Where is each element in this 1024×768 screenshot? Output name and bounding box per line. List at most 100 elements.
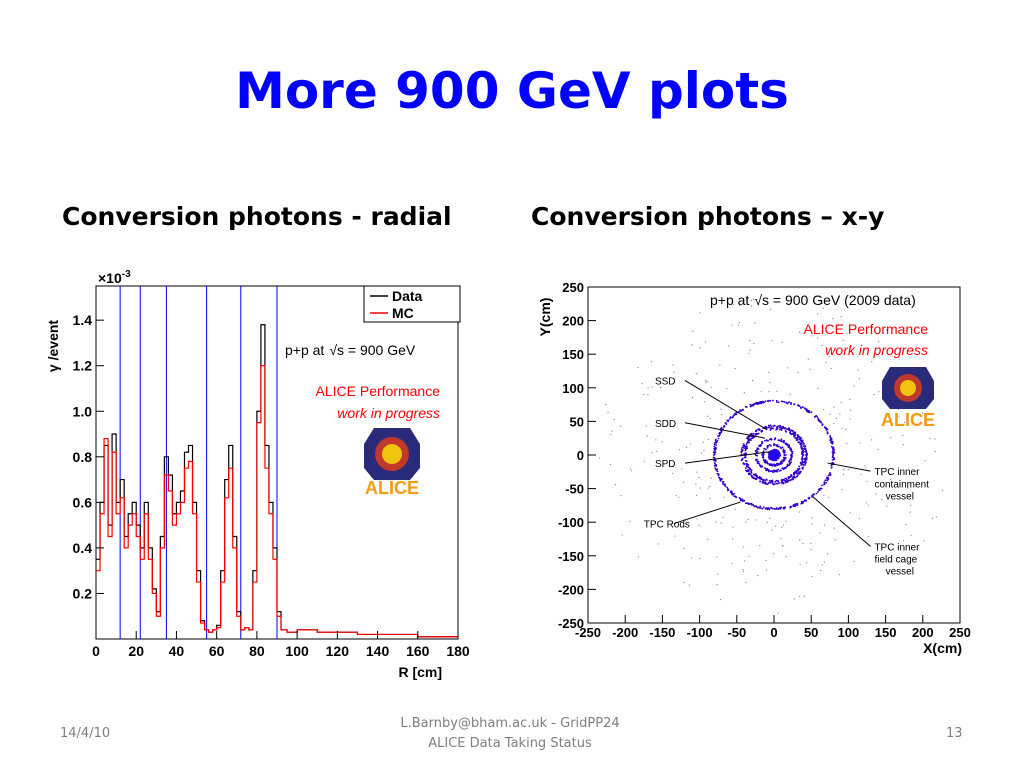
scatter-point (778, 439, 780, 442)
scatter-point (834, 539, 836, 541)
scatter-point (865, 502, 867, 504)
scatter-point (723, 496, 725, 498)
scatter-point (637, 556, 639, 558)
scatter-point (841, 427, 843, 429)
scatter-point (707, 415, 709, 417)
x-tick-label: 160 (406, 643, 430, 659)
x-tick-label: -250 (575, 625, 601, 640)
scatter-point (716, 556, 718, 558)
scatter-point (745, 443, 748, 446)
scatter-point (934, 438, 936, 440)
scatter-point (746, 463, 749, 465)
scatter-point (705, 381, 707, 383)
scatter-point (766, 508, 769, 511)
scatter-point (859, 442, 861, 444)
scatter-point (932, 517, 934, 519)
scatter-point (716, 468, 719, 471)
scatter-point (724, 483, 727, 486)
scatter-point (782, 448, 785, 451)
scatter-point (808, 497, 810, 500)
scatter-point (875, 493, 877, 495)
x-tick-label: 100 (838, 625, 860, 640)
scatter-point (799, 442, 802, 445)
scatter-point (784, 442, 787, 445)
scatter-point (769, 482, 772, 484)
x-tick-label: 40 (169, 643, 185, 659)
slide-title: More 900 GeV plots (235, 62, 789, 120)
scatter-point (761, 456, 764, 459)
scatter-point (885, 329, 888, 331)
scatter-point (766, 483, 769, 486)
scatter-point (685, 447, 688, 449)
scatter-point (767, 469, 770, 471)
scatter-point (798, 465, 800, 468)
scatter-point (778, 507, 781, 510)
scatter-point (772, 553, 774, 555)
scatter-point (781, 426, 784, 429)
scatter-point (771, 529, 773, 531)
scatter-point (704, 341, 707, 343)
scatter-point (749, 403, 752, 406)
scatter-point (773, 438, 776, 441)
scatter-point (833, 448, 836, 451)
scatter-point (757, 402, 760, 404)
scatter-point (787, 446, 790, 448)
scatter-point (761, 465, 764, 468)
scatter-point (682, 481, 685, 483)
y-multiplier: ×10-3 (98, 269, 131, 286)
scatter-point (816, 416, 819, 418)
scatter-point (829, 474, 832, 477)
scatter-point (857, 369, 859, 371)
right-heading: Conversion photons – x-y (531, 202, 885, 231)
scatter-point (797, 468, 800, 470)
scatter-point (802, 442, 804, 444)
scatter-point (835, 417, 837, 419)
scatter-point (833, 527, 836, 529)
scatter-point (830, 440, 833, 443)
scatter-point (770, 437, 772, 440)
scatter-point (645, 425, 647, 427)
scatter-point (607, 411, 609, 414)
scatter-point (734, 367, 736, 370)
scatter-point (802, 454, 804, 456)
scatter-point (721, 481, 724, 484)
scatter-point (778, 455, 781, 458)
scatter-point (829, 436, 832, 439)
scatter-point (769, 507, 772, 509)
scatter-point (798, 511, 801, 513)
scatter-point (840, 316, 842, 318)
scatter-point (793, 403, 795, 406)
scatter-point (780, 428, 783, 430)
scatter-point (793, 435, 795, 438)
x-tick-label: 60 (209, 643, 225, 659)
scatter-point (853, 560, 855, 562)
scatter-point (713, 456, 716, 459)
scatter-point (761, 507, 764, 510)
scatter-point (729, 416, 732, 419)
x-tick-label: 120 (326, 643, 350, 659)
scatter-point (720, 522, 722, 524)
x-tick-label: 200 (912, 625, 934, 640)
scatter-point (819, 487, 822, 490)
scatter-point (805, 452, 808, 455)
scatter-point (842, 339, 844, 341)
scatter-point (731, 416, 734, 419)
scatter-point (765, 448, 767, 451)
x-tick-label: 140 (366, 643, 390, 659)
detector-label: field cage (874, 555, 917, 566)
scatter-point (751, 380, 754, 382)
scatter-point (743, 463, 746, 465)
x-tick-label: 250 (949, 625, 971, 640)
energy-annotation: p+p at √s = 900 GeV (285, 342, 416, 358)
scatter-point (766, 521, 769, 524)
scatter-point (786, 479, 789, 482)
scatter-point (695, 372, 697, 375)
scatter-point (823, 426, 826, 429)
scatter-point (788, 427, 791, 430)
scatter-point (759, 480, 762, 483)
y-tick-label: 200 (562, 314, 584, 329)
scatter-point (805, 456, 808, 459)
scatter-point (777, 480, 779, 482)
scatter-point (742, 408, 744, 411)
scatter-point (823, 307, 825, 309)
